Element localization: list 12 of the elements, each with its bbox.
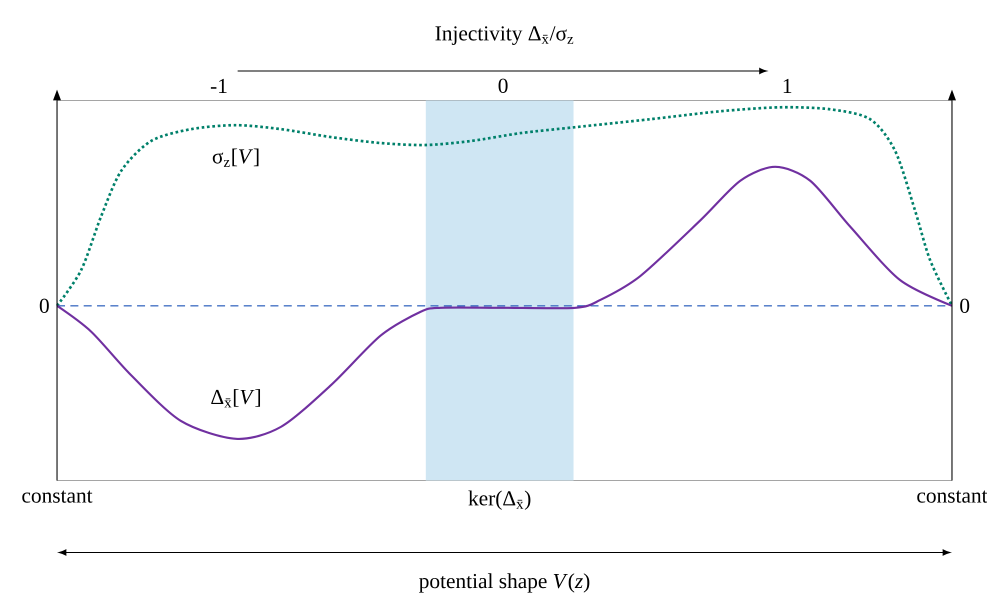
text: constant <box>22 490 92 503</box>
series-label: σ$_{z}$[V] <box>212 148 258 168</box>
x-tick-label: -1 <box>210 79 227 94</box>
x-tick-label: 1 <box>784 79 792 94</box>
series-label: Δ$_{x̄}$[V] <box>211 389 260 408</box>
x-tick-label: 0 <box>498 78 508 94</box>
annotation: 0 <box>960 298 970 314</box>
text: potential shape V(z) <box>419 573 590 593</box>
ref-line-label: 0 <box>40 298 49 314</box>
text: constant <box>917 490 987 503</box>
chart-title: Injectivity Δ$_{x̄}$/σ$_{z}$ <box>435 26 574 46</box>
band-label: ker(Δ$_{x̄}$) <box>468 490 530 510</box>
